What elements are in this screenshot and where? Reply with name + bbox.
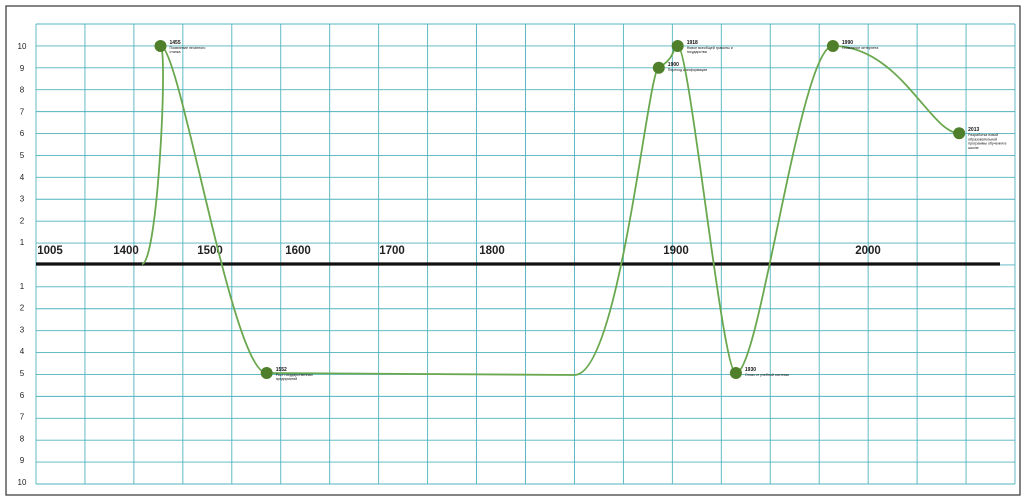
y-tick-label: 9 [20, 64, 25, 73]
x-tick-label: 1500 [197, 245, 223, 257]
y-tick-label: 10 [18, 42, 27, 51]
annotation-label: Рост государственных предприятий [276, 373, 313, 381]
annotation-label: Новое всеобщей грамоты и государства [687, 46, 733, 54]
annotation-year: 1930 [745, 367, 756, 373]
y-tick-label: 5 [20, 369, 25, 378]
y-tick-label: 7 [20, 107, 25, 116]
annotation-year: 2013 [968, 127, 979, 133]
y-tick-label: 8 [20, 86, 25, 95]
x-tick-label: 2000 [855, 245, 881, 257]
data-point [671, 40, 684, 52]
x-tick-label: 1900 [663, 245, 689, 257]
annotation-year: 1990 [842, 40, 853, 46]
data-point [260, 367, 273, 379]
y-tick-label: 6 [20, 391, 25, 400]
x-tick-label: 1400 [113, 245, 139, 257]
data-point [652, 61, 665, 74]
data-point [154, 40, 167, 52]
annotation-label: Отказ от учебной системы [745, 373, 790, 377]
y-tick-label: 4 [20, 347, 25, 356]
annotation-label: Появление печатного станка [170, 46, 206, 54]
annotation-label: Разработка новой образовательной программы… [968, 133, 1006, 150]
y-tick-label: 2 [20, 304, 25, 313]
y-tick-label: 10 [18, 478, 27, 487]
y-tick-label: 4 [20, 173, 25, 182]
data-point [826, 40, 839, 52]
y-tick-label: 2 [20, 216, 25, 225]
annotation-year: 1900 [668, 62, 679, 68]
y-tick-label: 7 [20, 413, 25, 422]
data-point [729, 367, 742, 379]
y-tick-label: 3 [20, 195, 25, 204]
y-tick-labels: 10 9 8 7 6 5 4 3 2 1 1 2 3 4 5 6 7 8 9 10 [18, 42, 27, 487]
y-tick-label: 5 [20, 151, 25, 160]
x-tick-label: 1005 [37, 245, 63, 257]
y-tick-label: 8 [20, 434, 25, 443]
annotation-label: Появление интернета [842, 46, 879, 50]
x-tick-label: 1800 [479, 245, 505, 257]
series-line [141, 45, 960, 376]
annotation-year: 1455 [170, 40, 181, 46]
annotation-year: 1552 [276, 367, 287, 373]
annotation-label: Переход к информации [668, 68, 707, 72]
x-tick-labels: 1005 1400 1500 1600 1700 1800 1900 2000 [37, 245, 881, 257]
y-tick-label: 9 [20, 456, 25, 465]
annotation-year: 1918 [687, 40, 698, 46]
data-points [154, 40, 966, 379]
x-tick-label: 1600 [285, 245, 311, 257]
chart-frame [5, 5, 1021, 496]
x-tick-label: 1700 [379, 245, 405, 257]
y-tick-label: 3 [20, 325, 25, 334]
y-tick-label: 1 [20, 282, 25, 291]
y-tick-label: 6 [20, 129, 25, 138]
y-tick-label: 1 [20, 238, 25, 247]
data-point [953, 127, 966, 140]
